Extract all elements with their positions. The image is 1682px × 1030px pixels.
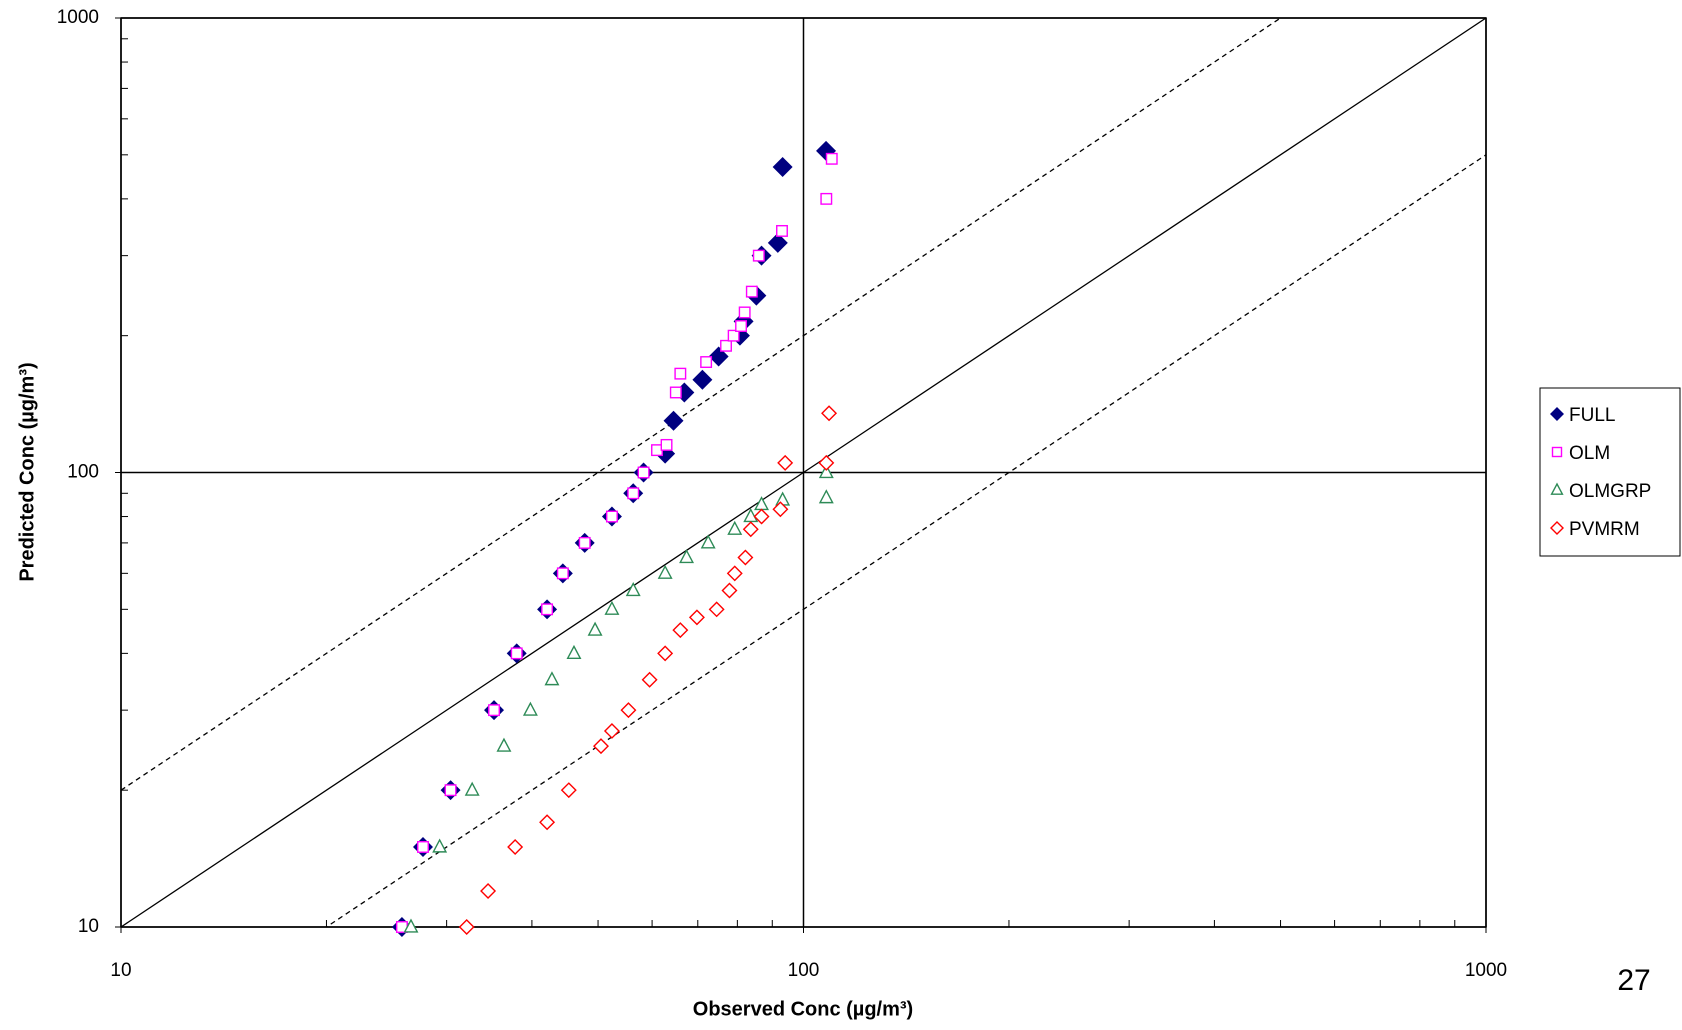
point bbox=[737, 549, 754, 566]
x-tick-label: 10 bbox=[110, 960, 131, 981]
point bbox=[560, 782, 577, 799]
reference-lines bbox=[121, 18, 1486, 927]
point bbox=[603, 722, 620, 739]
series bbox=[458, 405, 838, 935]
point bbox=[593, 738, 609, 755]
point bbox=[432, 838, 448, 853]
point bbox=[818, 489, 834, 504]
legend-label: OLMGRP bbox=[1569, 481, 1651, 502]
point bbox=[720, 339, 732, 352]
point bbox=[727, 520, 743, 535]
point bbox=[742, 521, 759, 538]
legend-label: PVMRM bbox=[1569, 519, 1640, 540]
point bbox=[657, 645, 674, 662]
point bbox=[522, 701, 538, 716]
point bbox=[488, 704, 500, 717]
y-tick-label: 100 bbox=[67, 462, 99, 483]
legend-label: OLM bbox=[1569, 443, 1610, 464]
point bbox=[688, 609, 705, 626]
point bbox=[818, 454, 835, 471]
legend-marker bbox=[1550, 521, 1564, 535]
point bbox=[444, 784, 457, 797]
point bbox=[767, 232, 788, 253]
point bbox=[605, 510, 618, 523]
point bbox=[700, 534, 716, 549]
point bbox=[721, 582, 738, 599]
point bbox=[657, 564, 673, 579]
point bbox=[625, 582, 641, 597]
point bbox=[700, 356, 713, 368]
point bbox=[637, 466, 650, 479]
page-number: 27 bbox=[1617, 964, 1650, 997]
point bbox=[752, 249, 765, 262]
point bbox=[692, 369, 713, 390]
legend-label: FULL bbox=[1569, 405, 1615, 426]
point bbox=[507, 838, 524, 855]
y-axis-title: Predicted Conc (µg/m³) bbox=[16, 362, 38, 581]
point bbox=[544, 671, 560, 686]
point bbox=[403, 918, 419, 933]
point bbox=[777, 454, 794, 471]
point bbox=[738, 306, 751, 319]
legend-marker bbox=[1551, 446, 1563, 458]
point bbox=[660, 438, 673, 451]
legend-marker bbox=[1550, 407, 1564, 421]
x-axis-title: Observed Conc (µg/m³) bbox=[693, 998, 913, 1020]
series bbox=[395, 152, 838, 933]
point bbox=[672, 622, 689, 639]
point bbox=[641, 671, 658, 688]
legend-marker bbox=[1550, 482, 1564, 495]
point bbox=[674, 367, 687, 380]
point bbox=[735, 320, 747, 333]
point bbox=[566, 644, 582, 659]
point bbox=[604, 600, 620, 615]
point bbox=[669, 386, 682, 399]
point bbox=[825, 152, 838, 165]
reference-line bbox=[325, 154, 1486, 927]
point bbox=[480, 883, 497, 900]
point bbox=[541, 603, 554, 616]
point bbox=[820, 192, 833, 205]
y-tick-label: 1000 bbox=[57, 7, 99, 28]
reference-line bbox=[121, 18, 1486, 927]
point bbox=[745, 285, 758, 298]
point bbox=[753, 508, 770, 525]
point bbox=[539, 814, 556, 831]
point bbox=[726, 565, 743, 582]
x-tick-label: 1000 bbox=[1465, 960, 1507, 981]
point bbox=[663, 410, 684, 431]
point bbox=[620, 702, 637, 719]
point bbox=[727, 329, 740, 342]
point bbox=[708, 346, 729, 367]
point bbox=[818, 464, 834, 479]
point bbox=[417, 841, 429, 853]
point bbox=[821, 405, 838, 422]
point bbox=[772, 157, 793, 178]
point bbox=[776, 224, 788, 237]
point bbox=[627, 487, 640, 500]
point bbox=[458, 919, 475, 935]
point bbox=[556, 567, 569, 580]
y-tick-label: 10 bbox=[78, 916, 99, 937]
point bbox=[464, 781, 480, 796]
x-tick-label: 100 bbox=[788, 960, 820, 981]
point bbox=[510, 647, 523, 660]
point bbox=[496, 737, 512, 752]
point bbox=[679, 549, 695, 564]
reference-line bbox=[121, 18, 1282, 791]
point bbox=[578, 536, 591, 549]
point bbox=[587, 621, 603, 636]
point bbox=[772, 501, 789, 518]
point bbox=[708, 601, 725, 618]
